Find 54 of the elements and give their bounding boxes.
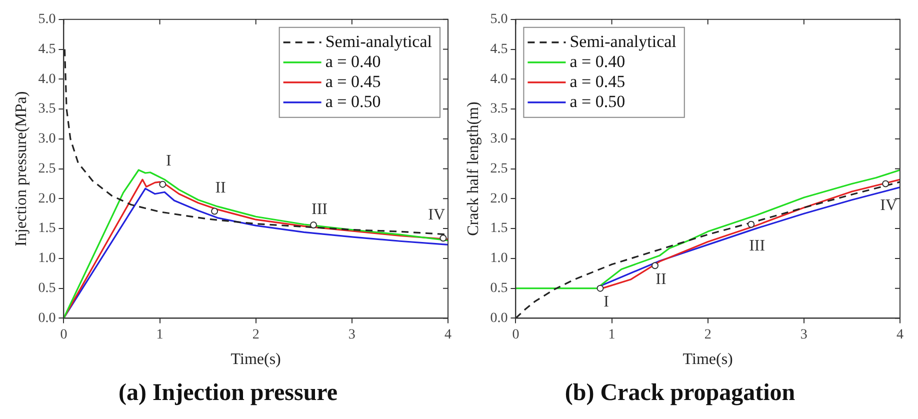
legend-label: Semi-analytical bbox=[325, 32, 432, 51]
legend-label: Semi-analytical bbox=[570, 32, 677, 51]
x-tick-label: 2 bbox=[252, 327, 260, 342]
y-tick-label: 5.0 bbox=[490, 12, 508, 28]
y-tick-label: 2.0 bbox=[38, 191, 56, 206]
annotation: I bbox=[166, 152, 172, 170]
y-tick-label: 0.0 bbox=[490, 310, 508, 326]
legend-label: a = 0.45 bbox=[325, 72, 381, 91]
text: (b) Crack propagation bbox=[564, 380, 796, 406]
y-tick-label: 0.0 bbox=[38, 310, 56, 326]
y-tick-label: 1.5 bbox=[38, 221, 56, 236]
x-tick-label: 3 bbox=[800, 327, 808, 342]
legend-label: a = 0.50 bbox=[570, 92, 626, 111]
y-tick-label: 4.0 bbox=[38, 72, 56, 87]
x-tick-label: 4 bbox=[896, 327, 904, 342]
annotation: III bbox=[749, 238, 766, 255]
legend-label: a = 0.45 bbox=[570, 72, 626, 91]
y-tick-label: 4.5 bbox=[38, 42, 56, 57]
x-tick-label: 2 bbox=[704, 327, 712, 342]
y-tick-label: 1.0 bbox=[38, 251, 56, 266]
x-tick-label: 4 bbox=[444, 327, 452, 342]
x-tick-label: 0 bbox=[60, 327, 68, 342]
y-tick-label: 1.0 bbox=[490, 251, 508, 266]
annotation: IV bbox=[428, 206, 446, 224]
annotation: IV bbox=[880, 196, 898, 214]
annotation: III bbox=[312, 201, 328, 218]
y-tick-label: 3.0 bbox=[490, 132, 508, 147]
y-tick-label: 5.0 bbox=[38, 12, 56, 28]
text: (a) Injection pressure bbox=[118, 380, 338, 406]
y-tick-label: 0.5 bbox=[38, 280, 56, 296]
annotation: II bbox=[656, 270, 666, 288]
y-tick-label: 3.5 bbox=[490, 102, 508, 117]
x-axis-title: Time(s) bbox=[682, 350, 733, 368]
legend-label: a = 0.40 bbox=[570, 52, 626, 71]
y-tick-label: 0.5 bbox=[490, 280, 508, 296]
x-tick-label: 3 bbox=[348, 327, 356, 342]
y-tick-label: 4.0 bbox=[490, 72, 508, 87]
y-tick-label: 4.5 bbox=[490, 42, 508, 57]
legend-label: a = 0.40 bbox=[325, 52, 381, 71]
x-tick-label: 1 bbox=[156, 327, 164, 342]
y-tick-label: 3.0 bbox=[38, 132, 56, 147]
y-tick-label: 2.5 bbox=[38, 161, 56, 176]
annotation: II bbox=[215, 179, 226, 196]
x-tick-label: 1 bbox=[608, 327, 616, 342]
y-tick-label: 3.5 bbox=[38, 102, 56, 117]
x-axis-title: Time(s) bbox=[230, 350, 281, 368]
y-axis-title: Crack half length(m) bbox=[464, 102, 482, 236]
y-tick-label: 1.5 bbox=[490, 221, 508, 236]
y-tick-label: 2.5 bbox=[490, 161, 508, 176]
annotation: I bbox=[604, 294, 609, 311]
y-axis-title: Injection pressure(MPa) bbox=[12, 91, 30, 246]
y-tick-label: 2.0 bbox=[490, 191, 508, 206]
x-tick-label: 0 bbox=[512, 327, 520, 342]
legend-label: a = 0.50 bbox=[325, 92, 381, 111]
